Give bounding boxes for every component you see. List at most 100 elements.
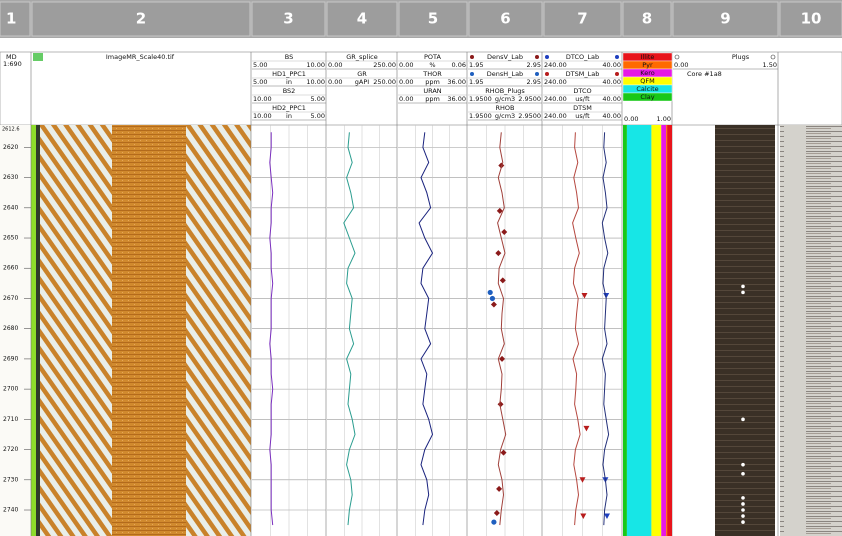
track-number: 2 [136, 10, 146, 28]
scale-right: 2.9500 [518, 95, 541, 103]
curve-name: RHOB_Plugs [485, 87, 525, 95]
scale-right: 10.00 [306, 78, 325, 86]
lith-name: Illite [641, 53, 655, 61]
track-number: 1 [6, 10, 16, 28]
track-number: 8 [642, 10, 652, 28]
number-cell [468, 1, 543, 37]
lab-point [496, 485, 503, 492]
lith-name: Pyr [642, 61, 653, 69]
legend-marker [470, 72, 474, 76]
lith-area [626, 125, 652, 536]
scale-right: 40.00 [602, 95, 621, 103]
number-cell [31, 1, 251, 37]
depth-tick-label: 2690 [3, 355, 18, 362]
depth-tick-label: 2640 [3, 204, 18, 211]
depth-tick-label: 2630 [3, 174, 18, 181]
lab-point [490, 301, 497, 308]
curve-name: DTCO [573, 87, 591, 95]
log-curve [418, 132, 434, 526]
header-box [0, 51, 842, 126]
curve-name: DensH_Lab [487, 70, 523, 78]
lith-area [666, 125, 668, 536]
lith-area [661, 125, 667, 536]
scale-right: 40.00 [602, 112, 621, 120]
scale-left: 5.00 [253, 78, 267, 86]
core-photo [715, 125, 775, 536]
scale-left: 0.00 [674, 61, 688, 69]
curve-name: BS2 [283, 87, 296, 95]
depth-tick-label: 2670 [3, 295, 18, 302]
lab-point [499, 355, 506, 362]
curve-name: URAN [423, 87, 441, 95]
scale-unit: us/ft [575, 95, 590, 103]
lith-name: Clay [640, 93, 654, 101]
depth-tick-label: 2720 [3, 446, 18, 453]
lab-point [496, 207, 503, 214]
depth-tick-label: 2700 [3, 386, 18, 393]
lab-point [495, 250, 502, 257]
lab-point [579, 477, 586, 483]
lith-area [623, 125, 627, 536]
plug-point [741, 514, 745, 518]
lith-name: QFM [640, 77, 654, 85]
plug-point [741, 471, 745, 476]
number-cell [0, 1, 31, 37]
lab-point [487, 289, 493, 296]
scale-left: 0.00 [399, 61, 413, 69]
scale-unit: % [429, 61, 435, 69]
plug-point [741, 496, 745, 500]
scale-unit: g/cm3 [495, 112, 515, 120]
lab-point [583, 425, 590, 432]
image-middle [112, 125, 186, 536]
curve-name: HD2_PPC1 [272, 104, 306, 112]
curve-name: GR [357, 70, 367, 78]
curve-name: THOR [422, 70, 442, 78]
track-number: 10 [801, 10, 822, 28]
curve-name: BS [285, 53, 293, 61]
legend-marker [535, 72, 539, 76]
legend-marker [674, 54, 680, 60]
curve-name: DTSM_Lab [566, 70, 600, 78]
log-curve [572, 132, 581, 526]
legend-marker [545, 55, 549, 59]
legend-marker [470, 55, 474, 59]
depth-tick-label: 2660 [3, 265, 18, 272]
scale-left: 240.00 [544, 61, 567, 69]
scale-right: 2.95 [527, 61, 541, 69]
scale-left: 0.00 [624, 115, 638, 123]
lith-area [651, 125, 662, 536]
legend-marker [770, 54, 776, 60]
lab-point [499, 277, 506, 284]
depth-tick-label: 2710 [3, 416, 18, 423]
scale-left: 1.9500 [469, 112, 492, 120]
scale-left: 10.00 [253, 95, 272, 103]
scale-right: 5.00 [311, 95, 325, 103]
legend-marker [545, 72, 549, 76]
scale-left: 1.9500 [469, 95, 492, 103]
scale-right: 250.00 [373, 61, 396, 69]
lab-point [491, 519, 497, 525]
log-curve [343, 132, 356, 526]
plug-point [741, 417, 745, 422]
track-number: 7 [577, 10, 587, 28]
lith-legend [622, 92, 673, 102]
scale-right: 2.9500 [518, 112, 541, 120]
scale-left: 0.00 [328, 61, 342, 69]
plug-point [741, 290, 745, 295]
scale-left: 240.00 [544, 112, 567, 120]
scale-unit: us/ft [575, 112, 590, 120]
scale-right: 40.00 [602, 61, 621, 69]
lab-point [603, 513, 610, 520]
plug-point [741, 502, 745, 506]
image-left [40, 125, 112, 536]
plug-point [741, 508, 745, 512]
depth-top-label: 2612.6 [2, 127, 20, 133]
lab-point [493, 510, 500, 517]
scale-right: 1.00 [657, 115, 671, 123]
depth-bar-dark [36, 125, 40, 536]
core-name: Core #1a8 [687, 70, 722, 78]
scale-right: 250.00 [373, 78, 396, 86]
scale-left: 0.00 [399, 95, 413, 103]
curve-name: DTSM [573, 104, 592, 112]
